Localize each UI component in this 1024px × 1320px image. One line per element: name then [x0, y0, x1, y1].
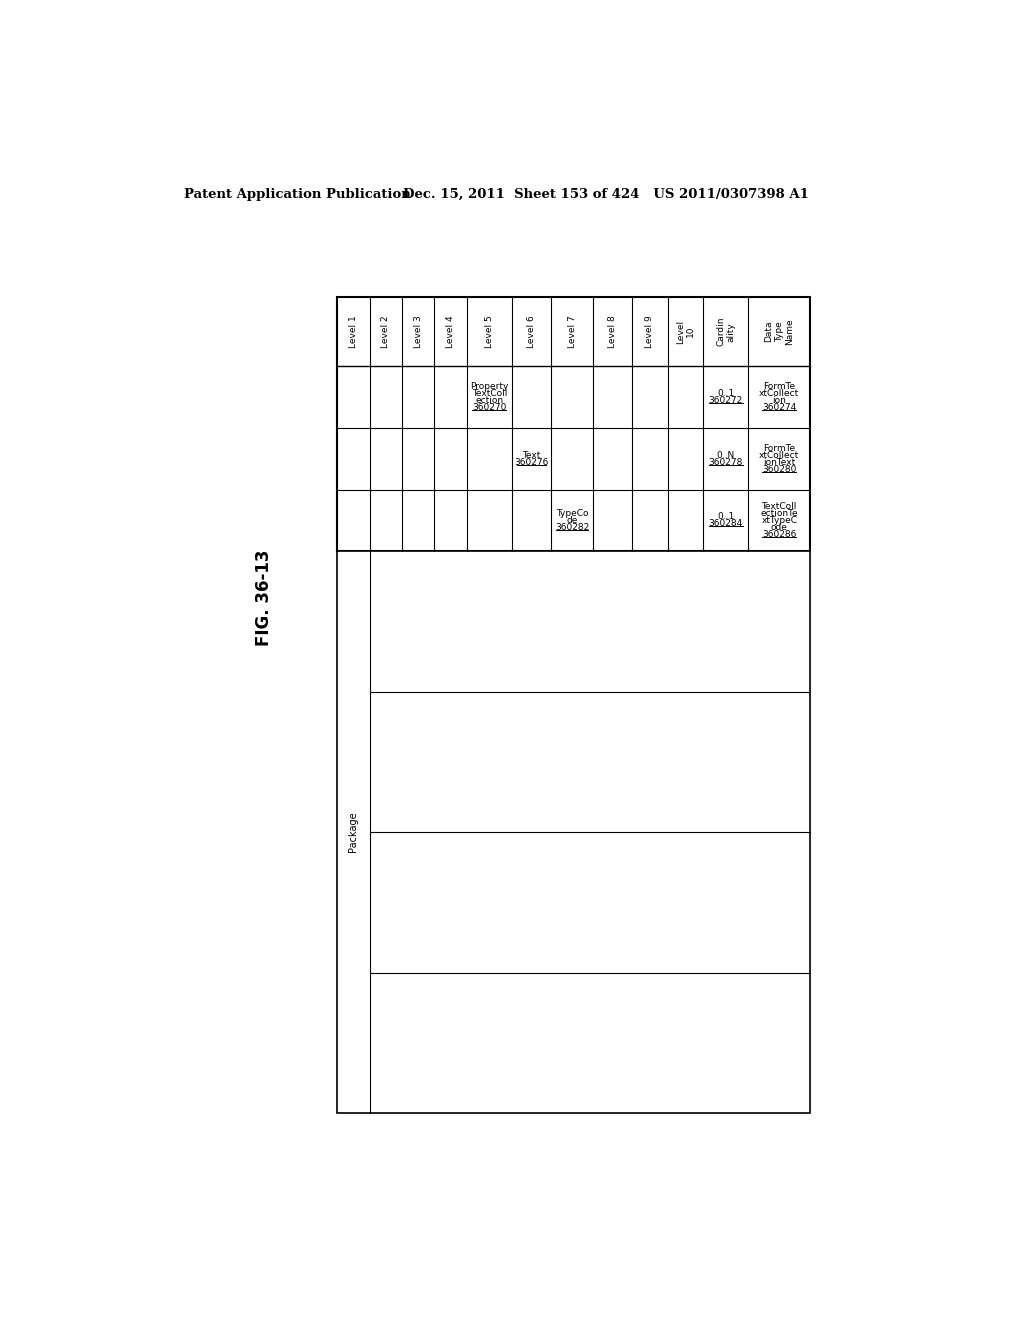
- Text: 360272: 360272: [709, 396, 743, 405]
- Text: 360276: 360276: [514, 458, 549, 467]
- Text: TextColl: TextColl: [762, 502, 797, 511]
- Text: FormTe: FormTe: [763, 444, 796, 453]
- Text: Cardin
ality: Cardin ality: [716, 317, 735, 346]
- Text: ection: ection: [475, 396, 504, 405]
- Text: 0..N: 0..N: [717, 450, 735, 459]
- Text: Property: Property: [470, 383, 509, 391]
- Text: Level
10: Level 10: [676, 319, 695, 343]
- Text: 0..1: 0..1: [717, 389, 734, 399]
- Text: xtTypeC: xtTypeC: [761, 516, 798, 525]
- Text: Data
Type
Name: Data Type Name: [764, 318, 795, 345]
- Bar: [337, 297, 810, 552]
- Text: Level 9: Level 9: [645, 315, 654, 348]
- Text: Level 5: Level 5: [485, 315, 494, 348]
- Text: ionText: ionText: [763, 458, 796, 467]
- Text: 360284: 360284: [709, 519, 743, 528]
- Text: ion: ion: [772, 396, 786, 405]
- Text: Level 6: Level 6: [527, 315, 536, 348]
- Text: Level 2: Level 2: [381, 315, 390, 348]
- Text: Package: Package: [348, 812, 358, 853]
- Text: 360286: 360286: [762, 529, 797, 539]
- Text: ectionTe: ectionTe: [761, 510, 798, 517]
- Text: Level 3: Level 3: [414, 315, 423, 348]
- Text: TextColl: TextColl: [472, 389, 507, 399]
- Text: 360270: 360270: [472, 403, 507, 412]
- Text: Patent Application Publication: Patent Application Publication: [183, 187, 411, 201]
- Text: Dec. 15, 2011  Sheet 153 of 424   US 2011/0307398 A1: Dec. 15, 2011 Sheet 153 of 424 US 2011/0…: [403, 187, 809, 201]
- Text: Text: Text: [522, 450, 541, 459]
- Text: xtCollect: xtCollect: [759, 450, 800, 459]
- Text: ode: ode: [771, 523, 787, 532]
- Text: 0..1: 0..1: [717, 512, 734, 521]
- Text: Level 4: Level 4: [446, 315, 455, 348]
- Text: Level 1: Level 1: [349, 315, 358, 348]
- Text: de: de: [566, 516, 578, 525]
- Text: Level 7: Level 7: [567, 315, 577, 348]
- Text: FIG. 36-13: FIG. 36-13: [255, 549, 272, 645]
- Bar: [337, 552, 810, 1113]
- Text: FormTe: FormTe: [763, 383, 796, 391]
- Text: 360282: 360282: [555, 523, 589, 532]
- Text: 360274: 360274: [762, 403, 797, 412]
- Text: xtCollect: xtCollect: [759, 389, 800, 399]
- Text: Level 8: Level 8: [608, 315, 617, 348]
- Text: 360278: 360278: [709, 458, 743, 467]
- Text: 360280: 360280: [762, 465, 797, 474]
- Text: TypeCo: TypeCo: [556, 510, 588, 517]
